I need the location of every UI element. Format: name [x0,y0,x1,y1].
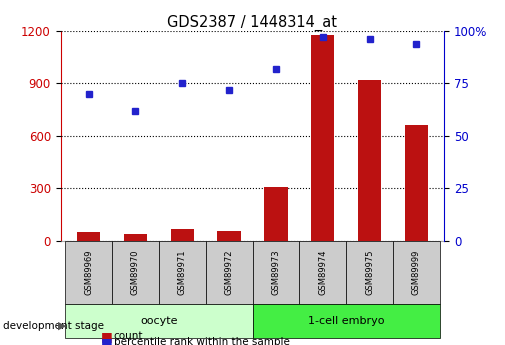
Text: GSM89999: GSM89999 [412,250,421,295]
Bar [405,126,428,241]
Bar [252,304,440,338]
Text: GSM89970: GSM89970 [131,250,140,295]
Text: ■: ■ [101,330,113,343]
Bar [77,232,100,241]
Bar [112,241,159,304]
Text: GSM89974: GSM89974 [318,250,327,295]
Text: percentile rank within the sample: percentile rank within the sample [114,337,289,345]
Bar [65,304,252,338]
Bar [206,241,252,304]
Bar [65,241,112,304]
Bar [217,231,241,241]
Text: development stage: development stage [3,321,104,331]
Text: GSM89975: GSM89975 [365,250,374,295]
Text: GSM89969: GSM89969 [84,250,93,295]
Text: 1-cell embryo: 1-cell embryo [308,316,384,326]
Bar [393,241,440,304]
Text: ■: ■ [101,336,113,345]
Text: GSM89972: GSM89972 [225,250,234,295]
Text: oocyte: oocyte [140,316,178,326]
Bar [171,228,194,241]
Bar [252,241,299,304]
Bar [124,234,147,241]
Bar [358,80,381,241]
Bar [299,241,346,304]
Bar [311,36,334,241]
Title: GDS2387 / 1448314_at: GDS2387 / 1448314_at [168,15,337,31]
Text: ▶: ▶ [58,321,67,331]
Bar [346,241,393,304]
Text: GSM89971: GSM89971 [178,250,187,295]
Bar [159,241,206,304]
Text: count: count [114,332,143,341]
Bar [264,187,288,241]
Text: GSM89973: GSM89973 [271,250,280,295]
